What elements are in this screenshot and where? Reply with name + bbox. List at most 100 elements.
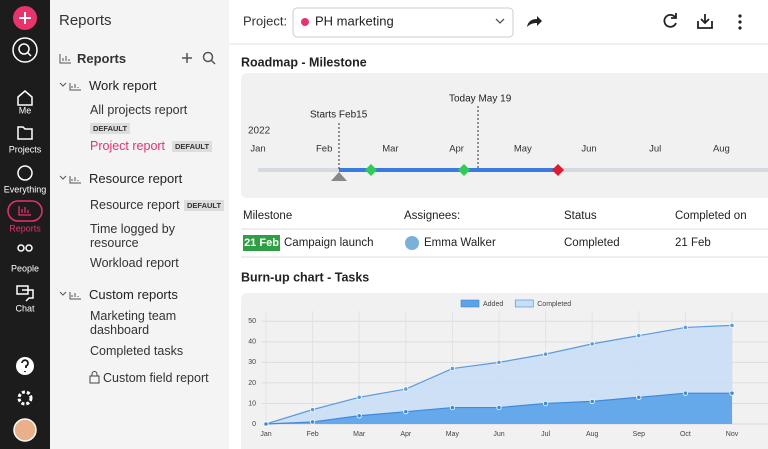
data-point bbox=[496, 404, 502, 411]
search-icon bbox=[18, 43, 30, 55]
nav-title: Reports bbox=[59, 12, 112, 29]
data-point bbox=[403, 386, 409, 392]
legend-swatch bbox=[460, 299, 480, 308]
sidebar-label[interactable]: Me bbox=[19, 105, 32, 115]
data-point bbox=[496, 359, 502, 365]
lock-icon bbox=[91, 371, 98, 376]
badge: DEFAULT bbox=[172, 141, 213, 152]
report-item[interactable]: Time logged by resource bbox=[90, 222, 175, 250]
group-title[interactable]: Resource report bbox=[89, 171, 183, 186]
sidebar-label[interactable]: Everything bbox=[4, 184, 47, 194]
project-name: PH marketing bbox=[315, 13, 394, 28]
everything-icon[interactable] bbox=[17, 165, 33, 181]
assignee: Emma Walker bbox=[424, 237, 496, 249]
month-label: Aug bbox=[713, 144, 730, 155]
people-icon[interactable] bbox=[17, 244, 25, 252]
x-tick-label: Jun bbox=[493, 431, 504, 438]
user-avatar[interactable] bbox=[13, 418, 37, 442]
x-tick-label: Sep bbox=[633, 431, 646, 438]
report-item[interactable]: Workload report bbox=[90, 256, 179, 270]
project-label: Project: bbox=[243, 13, 287, 28]
share-button[interactable] bbox=[527, 16, 542, 27]
refresh-button[interactable] bbox=[663, 13, 677, 28]
data-point bbox=[542, 351, 549, 357]
marker-label: Starts Feb15 bbox=[310, 110, 368, 121]
milestone-diamond[interactable] bbox=[365, 164, 377, 176]
report-item[interactable]: Resource report bbox=[90, 198, 180, 212]
data-point bbox=[729, 390, 735, 396]
y-tick-label: 30 bbox=[248, 359, 256, 366]
search-reports bbox=[210, 59, 216, 65]
data-point bbox=[449, 365, 455, 372]
me-icon[interactable] bbox=[17, 90, 33, 106]
table-header: Status bbox=[564, 210, 597, 222]
project-dot bbox=[301, 18, 309, 26]
data-point bbox=[636, 333, 642, 339]
section-title: Burn-up chart - Tasks bbox=[241, 270, 369, 284]
milestone-diamond[interactable] bbox=[552, 164, 564, 176]
search-button[interactable] bbox=[12, 37, 38, 63]
y-tick-label: 20 bbox=[248, 380, 256, 387]
project-select[interactable] bbox=[292, 7, 514, 38]
report-item[interactable]: Custom field report bbox=[103, 371, 209, 385]
nav-panel bbox=[50, 0, 229, 449]
data-point bbox=[589, 398, 595, 404]
chevron[interactable] bbox=[59, 175, 67, 180]
data-point bbox=[589, 341, 595, 347]
search-reports[interactable] bbox=[202, 51, 214, 63]
badge: DEFAULT bbox=[90, 123, 131, 134]
report-item-active[interactable]: Project report bbox=[90, 139, 166, 153]
badge: DEFAULT bbox=[184, 200, 225, 211]
group-title[interactable]: Work report bbox=[89, 78, 157, 93]
y-tick-label: 50 bbox=[248, 318, 256, 325]
nav-section: Reports bbox=[77, 51, 127, 66]
chat-icon[interactable] bbox=[16, 285, 34, 302]
data-point bbox=[636, 394, 642, 400]
chevron[interactable] bbox=[59, 82, 67, 87]
sidebar-label[interactable]: Projects bbox=[9, 144, 42, 154]
roadmap-panel bbox=[241, 73, 768, 198]
projects-icon[interactable] bbox=[17, 126, 33, 140]
milestone-name[interactable]: Campaign launch bbox=[284, 237, 374, 249]
roadmap-year: 2022 bbox=[248, 126, 271, 137]
table-header: Milestone bbox=[243, 210, 292, 222]
reports-highlight[interactable] bbox=[7, 200, 43, 222]
y-tick-label: 40 bbox=[248, 339, 256, 346]
data-point bbox=[309, 419, 316, 425]
group-title[interactable]: Custom reports bbox=[89, 287, 178, 302]
y-tick-label: 0 bbox=[252, 421, 256, 428]
data-point bbox=[403, 409, 409, 415]
month-label: Feb bbox=[316, 144, 332, 155]
sidebar-label[interactable]: Chat bbox=[15, 303, 35, 313]
legend-label: Added bbox=[483, 301, 503, 308]
report-item[interactable]: Completed tasks bbox=[90, 344, 184, 358]
settings-button[interactable] bbox=[17, 390, 33, 406]
month-label: May bbox=[514, 144, 532, 155]
dropdown-chevron bbox=[495, 18, 505, 24]
x-tick-label: Nov bbox=[726, 431, 739, 438]
add-report[interactable] bbox=[182, 53, 192, 63]
month-label: Mar bbox=[382, 144, 398, 155]
status: Completed bbox=[564, 237, 620, 249]
more-button[interactable] bbox=[738, 14, 742, 18]
month-label: Apr bbox=[449, 144, 464, 155]
x-tick-label: Apr bbox=[400, 431, 412, 438]
sidebar-label[interactable]: People bbox=[11, 263, 39, 273]
sidebar-label[interactable]: Reports bbox=[9, 223, 41, 233]
table-header: Assignees: bbox=[404, 210, 460, 222]
report-item[interactable]: All projects report bbox=[90, 103, 188, 117]
data-point bbox=[542, 400, 549, 407]
assignee-avatar bbox=[405, 236, 419, 250]
reports-section-icon bbox=[59, 54, 71, 64]
data-point bbox=[682, 390, 689, 396]
milestone-diamond[interactable] bbox=[458, 164, 470, 176]
more-button bbox=[738, 26, 742, 30]
help-button[interactable] bbox=[16, 357, 34, 375]
month-label: Jan bbox=[250, 144, 265, 155]
x-tick-label: Jul bbox=[541, 431, 550, 438]
report-item[interactable]: Marketing team dashboard bbox=[90, 309, 177, 337]
chevron[interactable] bbox=[59, 291, 67, 296]
export-button[interactable] bbox=[697, 14, 713, 29]
